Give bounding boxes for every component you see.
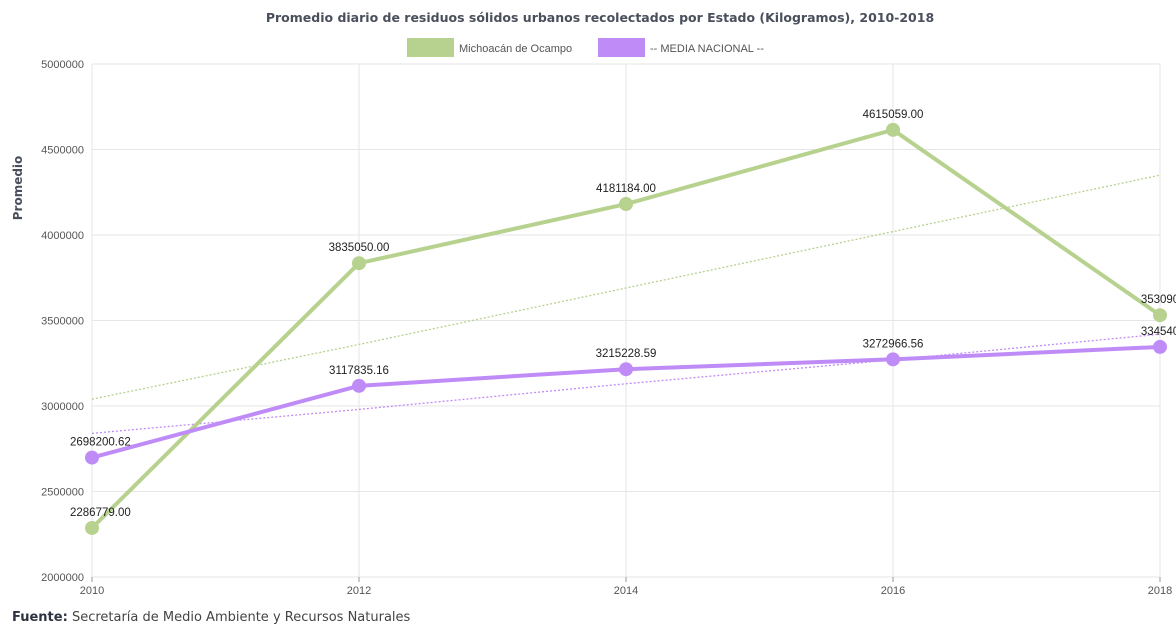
trendline xyxy=(91,333,1161,435)
data-label: 4181184.00 xyxy=(596,183,656,195)
data-point xyxy=(886,122,900,137)
data-point xyxy=(1153,339,1167,354)
y-tick-label: 2000000 xyxy=(41,572,84,584)
legend: Michoacán de Ocampo -- MEDIA NACIONAL -- xyxy=(407,38,764,57)
y-tick-label: 3500000 xyxy=(41,316,84,328)
y-tick-label: 5000000 xyxy=(41,59,84,71)
y-tick-label: 4500000 xyxy=(41,145,84,157)
y-axis-label: Promedio xyxy=(11,156,25,221)
data-point xyxy=(85,520,99,535)
legend-swatch-michoacan[interactable] xyxy=(407,38,454,57)
x-tick-label: 2010 xyxy=(80,585,104,597)
data-point xyxy=(352,256,366,271)
data-label: 3117835.16 xyxy=(329,365,389,377)
data-label: 2286779.00 xyxy=(70,507,131,519)
data-point xyxy=(85,450,99,465)
y-axis-ticks: 5000000 4500000 4000000 3500000 3000000 25000… xyxy=(41,59,84,584)
x-tick-label: 2018 xyxy=(1148,585,1172,597)
data-point xyxy=(886,352,900,367)
data-label: 334540 xyxy=(1141,326,1176,338)
source-label: Fuente: xyxy=(12,610,68,625)
x-tick-label: 2014 xyxy=(614,585,638,597)
data-label: 353090 xyxy=(1141,294,1176,306)
x-tick-label: 2016 xyxy=(881,585,905,597)
y-tick-label: 4000000 xyxy=(41,230,84,242)
y-tick-label: 3000000 xyxy=(41,401,84,413)
x-axis-ticks: 2010 2012 2014 2016 2018 xyxy=(80,585,1172,597)
trendlines xyxy=(91,174,1161,435)
y-tick-label: 2500000 xyxy=(41,487,84,499)
legend-swatch-media-nacional[interactable] xyxy=(598,38,645,57)
grid xyxy=(91,63,1161,582)
data-label: 3272966.56 xyxy=(863,338,924,350)
data-point xyxy=(619,197,633,212)
legend-label-michoacan[interactable]: Michoacán de Ocampo xyxy=(459,43,572,55)
trendline xyxy=(91,174,1161,400)
source-text: Secretaría de Medio Ambiente y Recursos … xyxy=(71,610,411,625)
legend-label-media-nacional[interactable]: -- MEDIA NACIONAL -- xyxy=(650,43,764,55)
source-footer: Fuente: Secretaría de Medio Ambiente y R… xyxy=(12,610,410,625)
data-label: 3215228.59 xyxy=(596,348,657,360)
x-tick-label: 2012 xyxy=(347,585,371,597)
data-point xyxy=(619,362,633,377)
data-point xyxy=(352,378,366,393)
data-label: 2698200.62 xyxy=(70,437,131,449)
data-label: 3835050.00 xyxy=(329,242,390,254)
series-lines xyxy=(85,122,1167,535)
line-chart: Promedio diario de residuos sólidos urba… xyxy=(11,10,1176,597)
data-point xyxy=(1153,308,1167,323)
data-label: 4615059.00 xyxy=(863,109,924,121)
data-labels: 2286779.00 3835050.00 4181184.00 4615059.00… xyxy=(70,109,1176,519)
chart-title: Promedio diario de residuos sólidos urba… xyxy=(266,10,934,25)
